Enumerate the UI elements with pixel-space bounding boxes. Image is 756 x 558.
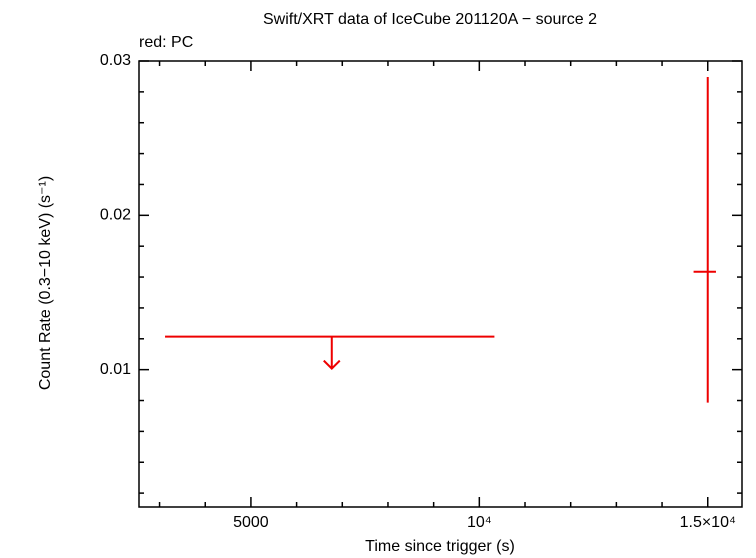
y-axis-label: Count Rate (0.3−10 keV) (s⁻¹) bbox=[37, 176, 54, 390]
y-tick-label: 0.03 bbox=[100, 52, 131, 69]
chart-title: Swift/XRT data of IceCube 201120A − sour… bbox=[263, 11, 597, 28]
plot-frame bbox=[138, 60, 743, 508]
upper-limit-arrow bbox=[323, 336, 341, 371]
x-tick-label: 10⁴ bbox=[467, 514, 492, 531]
x-tick-label: 5000 bbox=[233, 514, 269, 531]
y-tick-label: 0.02 bbox=[100, 207, 131, 224]
x-axis-label: Time since trigger (s) bbox=[365, 538, 515, 555]
annotation: red: PC bbox=[139, 34, 193, 51]
y-tick-label: 0.01 bbox=[100, 361, 131, 378]
x-tick-label: 1.5×10⁴ bbox=[680, 514, 736, 531]
